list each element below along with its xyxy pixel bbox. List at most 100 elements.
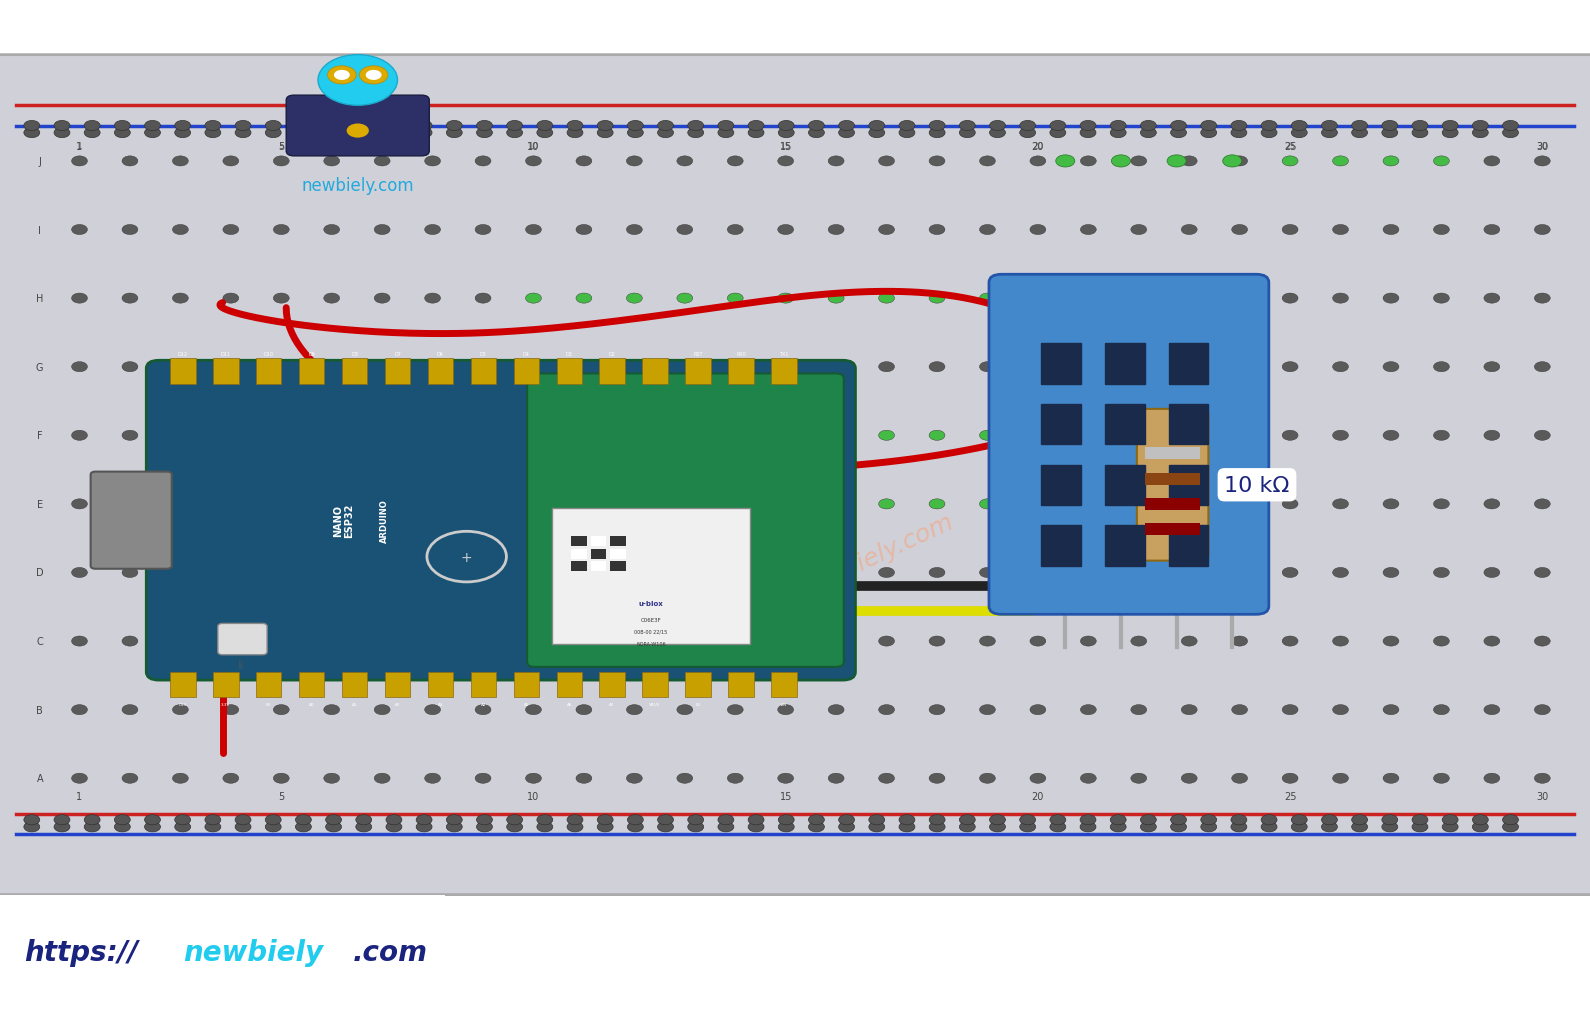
Bar [0, 895, 445, 1011]
Circle shape [475, 568, 491, 578]
Circle shape [576, 294, 591, 304]
Circle shape [1383, 431, 1399, 441]
Circle shape [526, 773, 542, 784]
Circle shape [688, 121, 704, 131]
Circle shape [727, 499, 743, 510]
Circle shape [1232, 636, 1248, 646]
Circle shape [626, 362, 642, 372]
Bar [599, 672, 625, 698]
Bar [571, 549, 587, 559]
Circle shape [122, 568, 138, 578]
Circle shape [929, 294, 944, 304]
Text: 20: 20 [1032, 143, 1043, 151]
Circle shape [727, 225, 743, 236]
Circle shape [778, 773, 793, 784]
Circle shape [778, 294, 793, 304]
Circle shape [324, 636, 340, 646]
Circle shape [879, 294, 895, 304]
Circle shape [979, 225, 995, 236]
Circle shape [425, 499, 440, 510]
Circle shape [475, 431, 491, 441]
Circle shape [526, 225, 542, 236]
Circle shape [1130, 294, 1146, 304]
Circle shape [628, 815, 644, 825]
Bar [1105, 344, 1145, 384]
Circle shape [122, 157, 138, 167]
Circle shape [334, 71, 350, 81]
Circle shape [1261, 815, 1277, 825]
Text: 15: 15 [781, 143, 792, 151]
Circle shape [273, 431, 289, 441]
Circle shape [324, 499, 340, 510]
Text: NORA-W106: NORA-W106 [636, 642, 666, 646]
Bar [1145, 473, 1200, 485]
Circle shape [749, 128, 765, 139]
Circle shape [324, 294, 340, 304]
Circle shape [576, 362, 591, 372]
Circle shape [727, 431, 743, 441]
Circle shape [1534, 362, 1550, 372]
Circle shape [1232, 294, 1248, 304]
Circle shape [273, 225, 289, 236]
Circle shape [1200, 121, 1216, 131]
Circle shape [929, 822, 944, 832]
Circle shape [72, 773, 87, 784]
Circle shape [223, 225, 238, 236]
Circle shape [626, 431, 642, 441]
Circle shape [1231, 822, 1247, 832]
Circle shape [568, 128, 584, 139]
Circle shape [1181, 362, 1197, 372]
Circle shape [576, 431, 591, 441]
Circle shape [778, 815, 793, 825]
Circle shape [318, 56, 398, 106]
Text: E: E [37, 499, 43, 510]
Circle shape [808, 121, 824, 131]
Circle shape [347, 124, 369, 139]
Circle shape [175, 121, 191, 131]
FancyBboxPatch shape [552, 509, 749, 644]
Circle shape [72, 431, 87, 441]
Circle shape [1412, 822, 1428, 832]
Circle shape [719, 121, 735, 131]
Circle shape [1291, 121, 1307, 131]
FancyBboxPatch shape [989, 275, 1269, 615]
Circle shape [1412, 128, 1428, 139]
Circle shape [828, 225, 844, 236]
Circle shape [24, 815, 40, 825]
Circle shape [979, 499, 995, 510]
Circle shape [1130, 362, 1146, 372]
Circle shape [223, 499, 238, 510]
Circle shape [1534, 568, 1550, 578]
Circle shape [1080, 294, 1096, 304]
Text: D: D [37, 568, 43, 578]
Circle shape [1130, 157, 1146, 167]
Circle shape [537, 822, 553, 832]
Circle shape [145, 815, 161, 825]
Text: D3: D3 [566, 352, 572, 357]
Circle shape [1019, 128, 1035, 139]
Circle shape [1282, 568, 1297, 578]
Circle shape [727, 705, 743, 715]
Circle shape [1291, 128, 1307, 139]
Bar [728, 359, 754, 384]
Circle shape [989, 815, 1005, 825]
Circle shape [1030, 499, 1046, 510]
Circle shape [374, 431, 390, 441]
Circle shape [477, 121, 493, 131]
Text: 5: 5 [278, 792, 285, 802]
Circle shape [598, 815, 614, 825]
Bar [170, 672, 196, 698]
Circle shape [54, 822, 70, 832]
Circle shape [1332, 294, 1348, 304]
Circle shape [1049, 121, 1065, 131]
Circle shape [273, 499, 289, 510]
Circle shape [1383, 294, 1399, 304]
Text: D2: D2 [609, 352, 615, 357]
Circle shape [959, 815, 975, 825]
Circle shape [568, 815, 584, 825]
Circle shape [929, 225, 944, 236]
Circle shape [1130, 225, 1146, 236]
Circle shape [828, 705, 844, 715]
Circle shape [898, 815, 914, 825]
Circle shape [122, 636, 138, 646]
